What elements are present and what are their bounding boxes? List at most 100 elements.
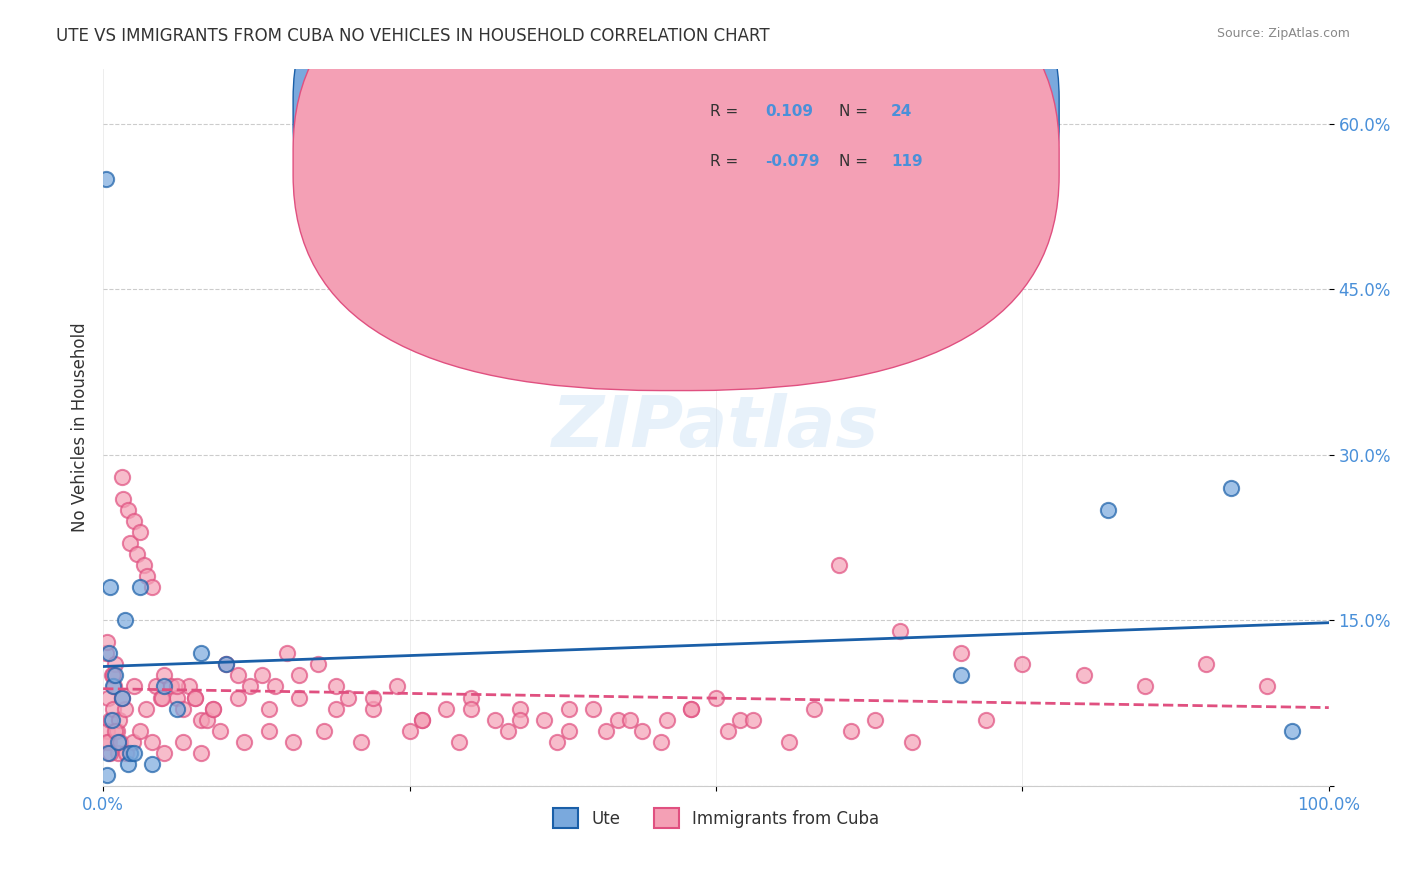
Point — [96, 734, 118, 748]
Point — [177, 680, 200, 694]
Point — [190, 746, 212, 760]
Point — [98, 734, 121, 748]
Point — [104, 657, 127, 672]
Text: N =: N = — [838, 154, 868, 169]
Point — [1133, 680, 1156, 694]
Point — [172, 701, 194, 715]
Point — [361, 690, 384, 705]
Point — [1073, 668, 1095, 682]
Point — [730, 713, 752, 727]
Point — [239, 680, 262, 694]
Point — [263, 680, 285, 694]
Point — [233, 734, 256, 748]
Point — [110, 470, 132, 484]
Point — [100, 668, 122, 682]
Point — [558, 723, 581, 738]
Point — [208, 723, 231, 738]
Point — [606, 713, 628, 727]
Point — [434, 701, 457, 715]
Point — [509, 713, 531, 727]
Point — [650, 734, 672, 748]
Point — [288, 668, 311, 682]
Point — [110, 734, 132, 748]
Point — [460, 690, 482, 705]
Point — [101, 701, 124, 715]
Point — [141, 734, 163, 748]
Point — [325, 680, 347, 694]
Point — [533, 713, 555, 727]
Point — [361, 701, 384, 715]
Point — [110, 690, 132, 705]
Point — [184, 690, 207, 705]
Point — [496, 723, 519, 738]
Point — [145, 680, 167, 694]
Point — [546, 734, 568, 748]
Text: -0.079: -0.079 — [765, 154, 820, 169]
Point — [94, 646, 117, 660]
Point — [865, 713, 887, 727]
Point — [1219, 481, 1241, 495]
Point — [135, 701, 157, 715]
Point — [141, 580, 163, 594]
Point — [1011, 657, 1033, 672]
Point — [98, 646, 121, 660]
Text: N =: N = — [838, 104, 868, 120]
Point — [839, 723, 862, 738]
Point — [96, 768, 118, 782]
Point — [1256, 680, 1278, 694]
Y-axis label: No Vehicles in Household: No Vehicles in Household — [72, 322, 89, 532]
Legend: Ute, Immigrants from Cuba: Ute, Immigrants from Cuba — [546, 801, 886, 835]
Point — [166, 701, 188, 715]
Point — [100, 746, 122, 760]
Point — [655, 713, 678, 727]
Point — [619, 713, 641, 727]
Point — [257, 701, 280, 715]
Point — [226, 690, 249, 705]
Point — [107, 734, 129, 748]
Point — [558, 701, 581, 715]
Point — [447, 734, 470, 748]
Point — [117, 756, 139, 771]
Point — [96, 635, 118, 649]
Point — [288, 690, 311, 705]
Point — [153, 668, 176, 682]
Point — [195, 713, 218, 727]
Point — [974, 713, 997, 727]
Point — [484, 713, 506, 727]
Point — [110, 690, 132, 705]
Point — [117, 503, 139, 517]
Point — [411, 713, 433, 727]
Text: Source: ZipAtlas.com: Source: ZipAtlas.com — [1216, 27, 1350, 40]
Point — [122, 746, 145, 760]
Point — [509, 701, 531, 715]
Point — [97, 746, 120, 760]
Point — [107, 746, 129, 760]
Point — [127, 547, 149, 561]
Point — [704, 690, 727, 705]
Point — [276, 646, 298, 660]
Point — [121, 734, 143, 748]
Point — [184, 690, 207, 705]
Point — [1195, 657, 1218, 672]
Point — [202, 701, 225, 715]
Point — [120, 746, 142, 760]
Point — [108, 713, 131, 727]
Point — [129, 580, 152, 594]
Point — [120, 536, 142, 550]
Point — [122, 680, 145, 694]
Point — [1097, 503, 1119, 517]
Text: 119: 119 — [891, 154, 922, 169]
Point — [337, 690, 360, 705]
Point — [252, 668, 274, 682]
Point — [717, 723, 740, 738]
Point — [97, 690, 120, 705]
Point — [114, 613, 136, 627]
Point — [172, 734, 194, 748]
Point — [100, 713, 122, 727]
FancyBboxPatch shape — [624, 83, 1017, 198]
Point — [129, 723, 152, 738]
Point — [141, 756, 163, 771]
Point — [950, 646, 973, 660]
Point — [889, 624, 911, 639]
Point — [166, 680, 188, 694]
